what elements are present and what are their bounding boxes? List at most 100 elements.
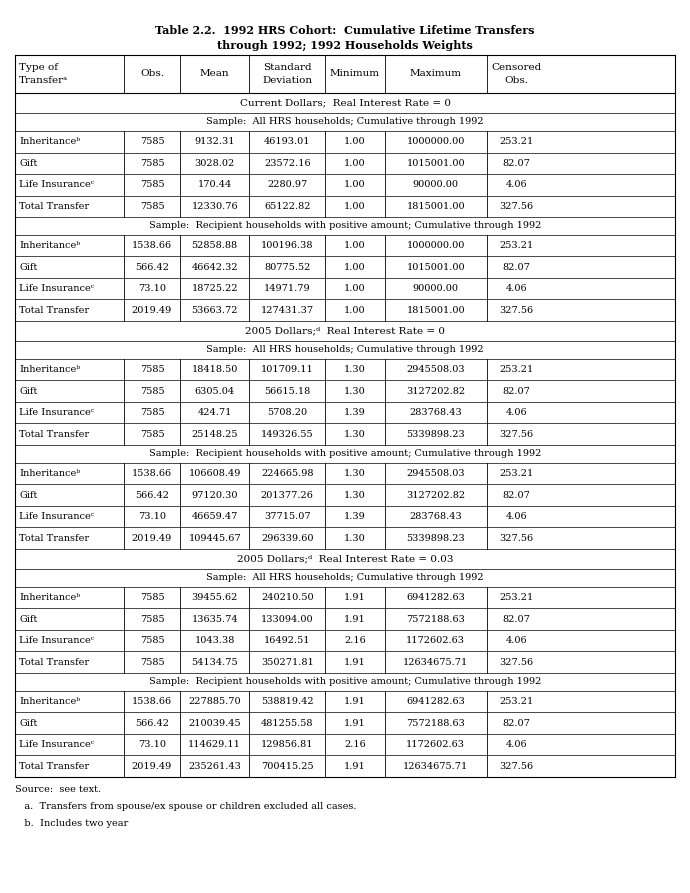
Text: Life Insuranceᶜ: Life Insuranceᶜ	[19, 408, 94, 417]
Text: 1.39: 1.39	[344, 408, 366, 417]
Text: 253.21: 253.21	[500, 241, 534, 250]
Text: 253.21: 253.21	[500, 593, 534, 602]
Text: 1.91: 1.91	[344, 762, 366, 771]
Text: 1538.66: 1538.66	[132, 241, 172, 250]
Text: Gift: Gift	[19, 491, 37, 500]
Text: 7572188.63: 7572188.63	[406, 614, 465, 623]
Text: 7585: 7585	[139, 365, 164, 374]
Text: Minimum: Minimum	[330, 70, 380, 79]
Text: 7585: 7585	[139, 593, 164, 602]
Text: 227885.70: 227885.70	[188, 697, 241, 706]
Text: Sample:  All HRS households; Cumulative through 1992: Sample: All HRS households; Cumulative t…	[206, 346, 484, 355]
Text: 4.06: 4.06	[506, 740, 527, 749]
Text: Transferᵃ: Transferᵃ	[19, 76, 68, 85]
Text: 7585: 7585	[139, 138, 164, 146]
Text: 46642.32: 46642.32	[191, 263, 238, 271]
Text: 296339.60: 296339.60	[261, 534, 313, 543]
Text: 1.00: 1.00	[344, 138, 366, 146]
Text: Total Transfer: Total Transfer	[19, 762, 89, 771]
Text: 1000000.00: 1000000.00	[406, 138, 465, 146]
Text: 240210.50: 240210.50	[261, 593, 313, 602]
Text: Life Insuranceᶜ: Life Insuranceᶜ	[19, 636, 94, 646]
Text: 3127202.82: 3127202.82	[406, 387, 465, 396]
Text: 101709.11: 101709.11	[261, 365, 314, 374]
Text: 283768.43: 283768.43	[409, 408, 462, 417]
Text: Total Transfer: Total Transfer	[19, 658, 89, 667]
Text: 13635.74: 13635.74	[191, 614, 238, 623]
Text: 7585: 7585	[139, 430, 164, 438]
Text: 46193.01: 46193.01	[264, 138, 310, 146]
Text: 1.30: 1.30	[344, 430, 366, 438]
Text: 82.07: 82.07	[502, 159, 531, 168]
Text: 7585: 7585	[139, 658, 164, 667]
Text: 5339898.23: 5339898.23	[406, 534, 465, 543]
Text: 73.10: 73.10	[138, 740, 166, 749]
Text: 6941282.63: 6941282.63	[406, 593, 465, 602]
Text: 1.00: 1.00	[344, 241, 366, 250]
Text: Inheritanceᵇ: Inheritanceᵇ	[19, 697, 80, 706]
Text: 566.42: 566.42	[135, 263, 169, 271]
Text: 700415.25: 700415.25	[261, 762, 313, 771]
Text: 1.30: 1.30	[344, 469, 366, 479]
Text: Standard: Standard	[263, 63, 312, 72]
Text: 23572.16: 23572.16	[264, 159, 310, 168]
Text: 1.00: 1.00	[344, 284, 366, 293]
Text: Life Insuranceᶜ: Life Insuranceᶜ	[19, 284, 94, 293]
Text: 7572188.63: 7572188.63	[406, 719, 465, 728]
Text: Total Transfer: Total Transfer	[19, 202, 89, 211]
Text: 37715.07: 37715.07	[264, 513, 310, 522]
Text: 7585: 7585	[139, 387, 164, 396]
Text: 1815001.00: 1815001.00	[406, 202, 465, 211]
Text: 566.42: 566.42	[135, 491, 169, 500]
Text: 2005 Dollars;ᵈ  Real Interest Rate = 0.03: 2005 Dollars;ᵈ Real Interest Rate = 0.03	[237, 555, 453, 563]
Text: through 1992; 1992 Households Weights: through 1992; 1992 Households Weights	[217, 40, 473, 51]
Text: Life Insuranceᶜ: Life Insuranceᶜ	[19, 180, 94, 189]
Text: 12634675.71: 12634675.71	[403, 762, 469, 771]
Text: 1538.66: 1538.66	[132, 469, 172, 479]
Text: Table 2.2.  1992 HRS Cohort:  Cumulative Lifetime Transfers: Table 2.2. 1992 HRS Cohort: Cumulative L…	[155, 25, 535, 36]
Text: 2.16: 2.16	[344, 636, 366, 646]
Text: 253.21: 253.21	[500, 469, 534, 479]
Text: 327.56: 327.56	[500, 534, 533, 543]
Text: 7585: 7585	[139, 159, 164, 168]
Text: 7585: 7585	[139, 180, 164, 189]
Text: 1.30: 1.30	[344, 491, 366, 500]
Text: 7585: 7585	[139, 636, 164, 646]
Text: Inheritanceᵇ: Inheritanceᵇ	[19, 138, 80, 146]
Text: 18725.22: 18725.22	[191, 284, 238, 293]
Text: 54134.75: 54134.75	[191, 658, 238, 667]
Text: 127431.37: 127431.37	[261, 305, 314, 314]
Text: Type of: Type of	[19, 63, 58, 72]
Text: Mean: Mean	[200, 70, 230, 79]
Text: Obs.: Obs.	[504, 76, 529, 85]
Text: 327.56: 327.56	[500, 430, 533, 438]
Text: 4.06: 4.06	[506, 284, 527, 293]
Text: 253.21: 253.21	[500, 697, 534, 706]
Text: 133094.00: 133094.00	[261, 614, 313, 623]
Text: 170.44: 170.44	[197, 180, 232, 189]
Text: 14971.79: 14971.79	[264, 284, 310, 293]
Text: 327.56: 327.56	[500, 762, 533, 771]
Text: 80775.52: 80775.52	[264, 263, 310, 271]
Text: 2005 Dollars;ᵈ  Real Interest Rate = 0: 2005 Dollars;ᵈ Real Interest Rate = 0	[245, 327, 445, 336]
Text: 2019.49: 2019.49	[132, 305, 172, 314]
Text: Gift: Gift	[19, 719, 37, 728]
Text: Inheritanceᵇ: Inheritanceᵇ	[19, 365, 80, 374]
Text: 12330.76: 12330.76	[191, 202, 238, 211]
Text: Total Transfer: Total Transfer	[19, 305, 89, 314]
Text: 25148.25: 25148.25	[191, 430, 238, 438]
Text: 2945508.03: 2945508.03	[406, 469, 465, 479]
Text: 1.39: 1.39	[344, 513, 366, 522]
Text: 82.07: 82.07	[502, 263, 531, 271]
Text: 2019.49: 2019.49	[132, 534, 172, 543]
Text: Deviation: Deviation	[262, 76, 313, 85]
Text: 73.10: 73.10	[138, 284, 166, 293]
Text: 1.00: 1.00	[344, 159, 366, 168]
Text: Sample:  All HRS households; Cumulative through 1992: Sample: All HRS households; Cumulative t…	[206, 573, 484, 582]
Text: 481255.58: 481255.58	[261, 719, 313, 728]
Text: 6305.04: 6305.04	[195, 387, 235, 396]
Text: Source:  see text.: Source: see text.	[15, 785, 101, 794]
Text: Gift: Gift	[19, 387, 37, 396]
Text: Inheritanceᵇ: Inheritanceᵇ	[19, 241, 80, 250]
Text: 39455.62: 39455.62	[191, 593, 238, 602]
